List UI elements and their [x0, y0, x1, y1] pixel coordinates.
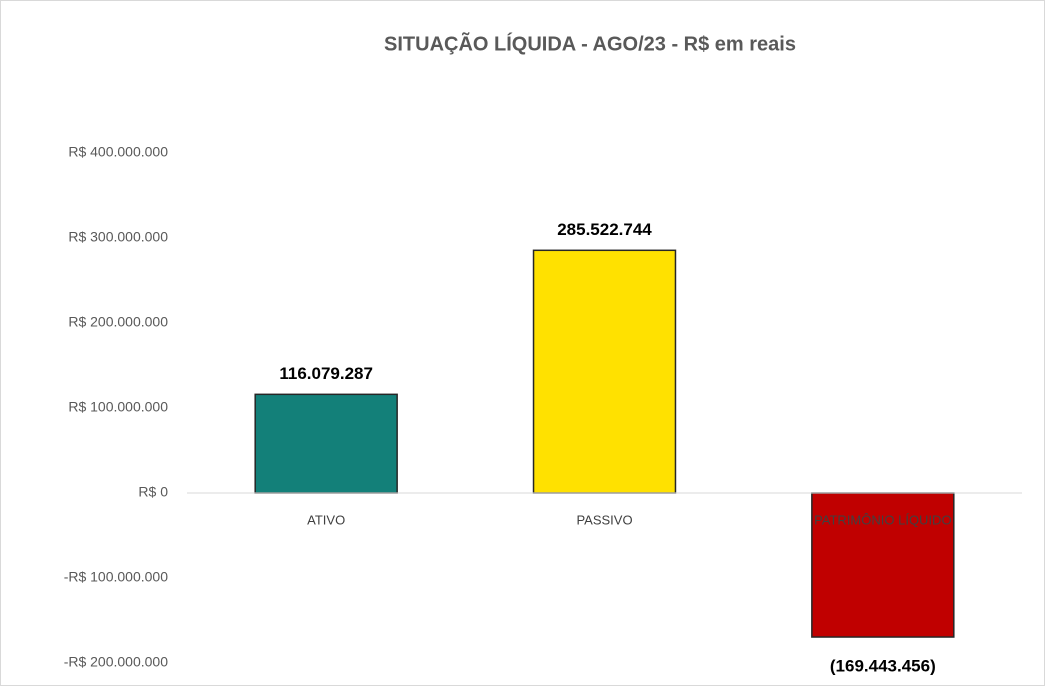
y-tick-label: -R$ 100.000.000 — [64, 569, 169, 585]
y-tick-label: R$ 300.000.000 — [68, 229, 168, 245]
x-tick-label: ATIVO — [307, 512, 345, 527]
y-tick-label: R$ 100.000.000 — [68, 399, 168, 415]
y-tick-label: -R$ 200.000.000 — [64, 654, 169, 670]
y-tick-label: R$ 0 — [138, 484, 168, 500]
y-tick-label: R$ 400.000.000 — [68, 144, 168, 160]
bar — [811, 492, 955, 638]
x-tick-label: PATRIMÔNIO LÍQUIDO — [814, 512, 951, 527]
bar — [254, 393, 398, 494]
x-tick-label: PASSIVO — [576, 512, 632, 527]
bar — [532, 249, 677, 494]
value-label: 285.522.744 — [557, 220, 652, 239]
value-label: (169.443.456) — [830, 657, 936, 676]
y-tick-label: R$ 200.000.000 — [68, 314, 168, 330]
value-label: 116.079.287 — [279, 364, 373, 383]
chart-title: SITUAÇÃO LÍQUIDA - AGO/23 - R$ em reais — [384, 32, 796, 55]
